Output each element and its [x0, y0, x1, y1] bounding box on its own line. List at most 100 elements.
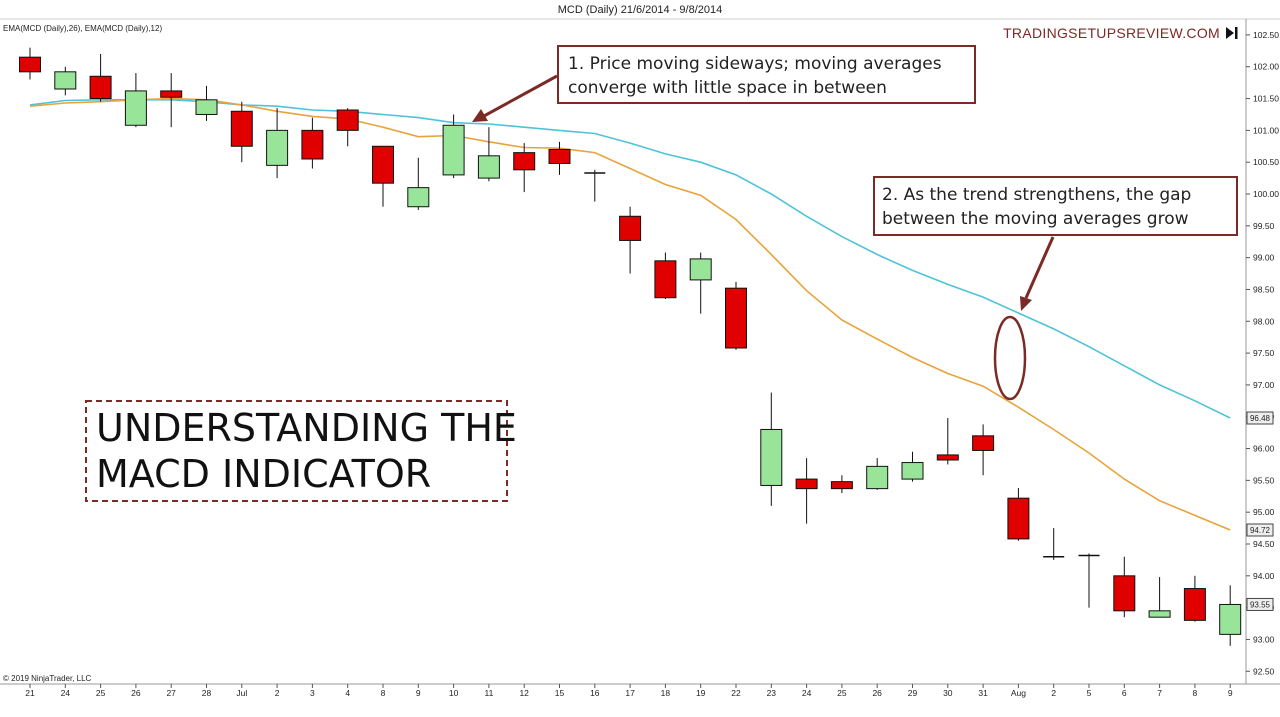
x-tick-label: 2: [275, 688, 280, 698]
annotation-1-arrow: [472, 74, 558, 122]
x-tick-label: 10: [449, 688, 459, 698]
y-tick-label: 95.50: [1253, 475, 1275, 485]
price-axis: 102.50 102.00 101.50 101.00 100.50 100.00 99.5…: [1246, 30, 1279, 676]
candle: [1148, 577, 1171, 618]
y-tick-label: 96.00: [1253, 444, 1275, 454]
annotation-2-arrow: [1020, 236, 1055, 311]
chart-title: MCD (Daily) 21/6/2014 - 9/8/2014: [558, 4, 722, 16]
candle: [54, 66, 77, 96]
x-tick-label: 26: [872, 688, 882, 698]
x-tick-label: 22: [731, 688, 741, 698]
skip-to-end-icon[interactable]: [1226, 27, 1238, 39]
x-tick-label: 28: [202, 688, 212, 698]
x-tick-label: 24: [61, 688, 71, 698]
x-tick-label: 12: [519, 688, 529, 698]
candle: [619, 206, 642, 274]
y-tick-label: 92.50: [1253, 666, 1275, 676]
candle-body: [1148, 610, 1171, 618]
candle-body: [972, 435, 995, 451]
x-tick-label: 2: [1051, 688, 1056, 698]
candle-body: [407, 187, 430, 208]
candle-body: [513, 152, 536, 171]
candle-body: [689, 258, 712, 281]
candle-body: [301, 129, 324, 160]
value-tag-label: 96.48: [1250, 414, 1271, 423]
candle: [1113, 556, 1136, 618]
annotation-1-line-1: 1. Price moving sideways; moving average…: [568, 54, 942, 74]
candle: [1078, 553, 1100, 608]
y-tick-label: 94.50: [1253, 539, 1275, 549]
main-title-box: [85, 400, 508, 502]
x-tick-label: 24: [802, 688, 812, 698]
ema-lines: [29, 97, 1231, 531]
x-tick-label: 5: [1087, 688, 1092, 698]
candle: [972, 424, 995, 476]
value-tag-label: 94.72: [1250, 526, 1271, 535]
candle: [1183, 575, 1206, 622]
annotation-box-2: [873, 176, 1238, 236]
candle-body: [372, 145, 394, 184]
candle-body: [548, 148, 571, 164]
x-tick-label: 25: [837, 688, 847, 698]
candle: [230, 101, 253, 163]
y-tick-label: 95.00: [1253, 507, 1275, 517]
candle: [19, 47, 41, 80]
y-tick-label: 102.50: [1253, 30, 1279, 40]
candle-body: [619, 215, 642, 241]
candle-body: [195, 99, 218, 115]
x-tick-label: 9: [416, 688, 421, 698]
candle-body: [266, 129, 289, 166]
candle: [548, 141, 571, 175]
candle-body: [654, 260, 677, 299]
candle-body: [866, 465, 889, 490]
candle-body: [795, 478, 818, 490]
candle-body: [936, 454, 959, 461]
main-title-line-2: MACD INDICATOR: [96, 452, 431, 496]
candle: [654, 252, 677, 299]
candle-body: [442, 124, 465, 176]
last-value-tags: 96.48 94.72 93.55: [1246, 411, 1274, 611]
annotation-box-1: [557, 45, 976, 104]
x-tick-label: 31: [978, 688, 988, 698]
candle-body: [89, 75, 112, 100]
candle: [407, 157, 430, 210]
candle-body: [901, 462, 924, 480]
x-tick-label: 16: [590, 688, 600, 698]
candle-body: [760, 428, 783, 486]
candle-body: [54, 71, 77, 90]
candle: [901, 451, 924, 482]
x-tick-label: 8: [1193, 688, 1198, 698]
x-tick-label: 8: [381, 688, 386, 698]
candle: [866, 458, 889, 490]
x-tick-label: 19: [696, 688, 706, 698]
y-tick-label: 102.00: [1253, 62, 1279, 72]
y-tick-label: 99.50: [1253, 221, 1275, 231]
candle: [513, 143, 536, 193]
y-tick-label: 93.00: [1253, 634, 1275, 644]
x-tick-label: 26: [131, 688, 141, 698]
main-title-line-1: UNDERSTANDING THE: [96, 406, 517, 450]
y-tick-label: 101.00: [1253, 125, 1279, 135]
copyright-label: © 2019 NinjaTrader, LLC: [3, 674, 92, 683]
y-tick-label: 98.50: [1253, 284, 1275, 294]
x-tick-label: 30: [943, 688, 953, 698]
brand-label: TRADINGSETUPSREVIEW.COM: [1003, 25, 1220, 41]
candle: [89, 54, 112, 102]
value-tag-box: [1246, 597, 1274, 611]
candle: [195, 85, 218, 121]
candle: [584, 169, 606, 202]
candle: [936, 418, 959, 465]
candle: [372, 145, 394, 207]
y-tick-label: 97.00: [1253, 380, 1275, 390]
value-tag-label: 93.55: [1250, 600, 1271, 609]
candle: [1219, 585, 1242, 646]
annotation-2-line-2: between the moving averages grow: [882, 209, 1189, 229]
candle-body: [160, 90, 183, 98]
y-tick-label: 100.50: [1253, 157, 1279, 167]
candle: [160, 73, 183, 128]
candle-body: [19, 56, 41, 73]
candle: [760, 392, 783, 506]
x-tick-label: 21: [25, 688, 35, 698]
candles: [19, 47, 1242, 646]
candle: [266, 108, 289, 179]
